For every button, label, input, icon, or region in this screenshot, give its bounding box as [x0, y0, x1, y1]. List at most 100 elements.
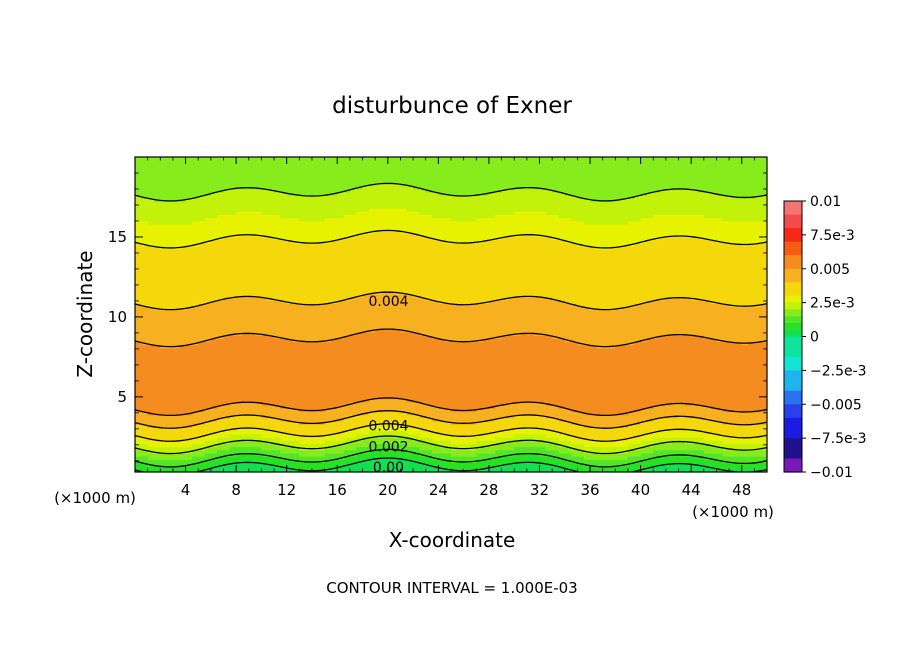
field-cell [293, 166, 300, 171]
field-cell [330, 179, 338, 184]
field-cell [141, 459, 149, 464]
field-cell [368, 284, 376, 289]
field-cell [330, 408, 338, 413]
field-cell [141, 265, 149, 269]
field-cell [223, 395, 231, 400]
field-cell [255, 255, 262, 260]
field-cell [305, 268, 313, 273]
field-cell [330, 214, 338, 219]
field-cell [311, 214, 319, 219]
field-cell [160, 277, 168, 282]
field-cell [343, 249, 351, 254]
field-cell [337, 284, 345, 289]
field-cell [375, 223, 383, 228]
field-cell [210, 271, 218, 276]
field-cell [299, 319, 307, 324]
field-cell [179, 316, 187, 320]
field-cell [305, 281, 313, 285]
field-cell [337, 265, 345, 269]
field-cell [330, 440, 338, 444]
field-cell [172, 293, 180, 298]
field-cell [236, 373, 244, 378]
field-cell [135, 389, 142, 394]
field-cell [147, 303, 155, 308]
field-cell [343, 421, 351, 425]
field-cell [179, 172, 187, 177]
field-cell [147, 446, 155, 451]
field-cell [255, 201, 262, 206]
field-cell [147, 392, 155, 397]
field-cell [286, 392, 294, 397]
field-cell [236, 338, 244, 343]
field-cell [198, 312, 206, 317]
field-cell [160, 274, 168, 279]
field-cell [286, 360, 294, 365]
field-cell [337, 370, 345, 374]
field-cell [337, 446, 345, 451]
field-cell [135, 456, 142, 460]
field-cell [248, 284, 256, 289]
field-cell [236, 293, 244, 298]
field-cell [324, 249, 332, 254]
field-cell [299, 284, 307, 289]
field-cell [185, 172, 193, 177]
field-cell [311, 163, 319, 168]
field-cell [349, 309, 357, 314]
field-cell [362, 468, 370, 472]
field-cell [343, 360, 351, 365]
field-cell [248, 417, 256, 422]
field-cell [141, 363, 149, 368]
field-cell [267, 351, 275, 355]
field-cell [261, 236, 269, 241]
field-cell [135, 316, 142, 320]
field-cell [172, 427, 180, 432]
field-cell [337, 262, 345, 266]
field-cell [293, 408, 300, 413]
field-cell [135, 417, 142, 422]
field-cell [147, 389, 155, 394]
field-cell [210, 370, 218, 374]
field-cell [248, 160, 256, 164]
field-cell [255, 287, 262, 292]
field-cell [311, 211, 319, 215]
field-cell [368, 217, 376, 222]
field-cell [242, 456, 250, 460]
field-cell [135, 430, 142, 435]
field-cell [280, 389, 288, 394]
field-cell [356, 465, 364, 470]
field-cell [135, 386, 142, 390]
field-cell [210, 322, 218, 327]
field-cell [356, 354, 364, 359]
field-cell [236, 271, 244, 276]
field-cell [368, 376, 376, 381]
field-cell [280, 303, 288, 308]
field-cell [286, 252, 294, 257]
field-cell [280, 433, 288, 438]
field-cell [261, 325, 269, 330]
field-cell [217, 262, 225, 266]
field-cell [255, 204, 262, 209]
field-cell [261, 297, 269, 301]
field-cell [274, 386, 281, 390]
field-cell [280, 408, 288, 413]
field-cell [356, 277, 364, 282]
field-cell [280, 277, 288, 282]
field-cell [217, 201, 225, 206]
field-cell [217, 373, 225, 378]
field-cell [330, 433, 338, 438]
field-cell [179, 303, 187, 308]
field-cell [147, 274, 155, 279]
field-cell [179, 351, 187, 355]
field-cell [305, 367, 313, 371]
field-cell [153, 246, 161, 250]
field-cell [210, 265, 218, 269]
field-cell [305, 427, 313, 432]
field-cell [242, 408, 250, 413]
field-cell [368, 449, 376, 454]
field-cell [293, 236, 300, 241]
field-cell [223, 217, 231, 222]
field-cell [305, 300, 313, 304]
field-cell [179, 443, 187, 448]
field-cell [255, 363, 262, 368]
field-cell [349, 449, 357, 454]
